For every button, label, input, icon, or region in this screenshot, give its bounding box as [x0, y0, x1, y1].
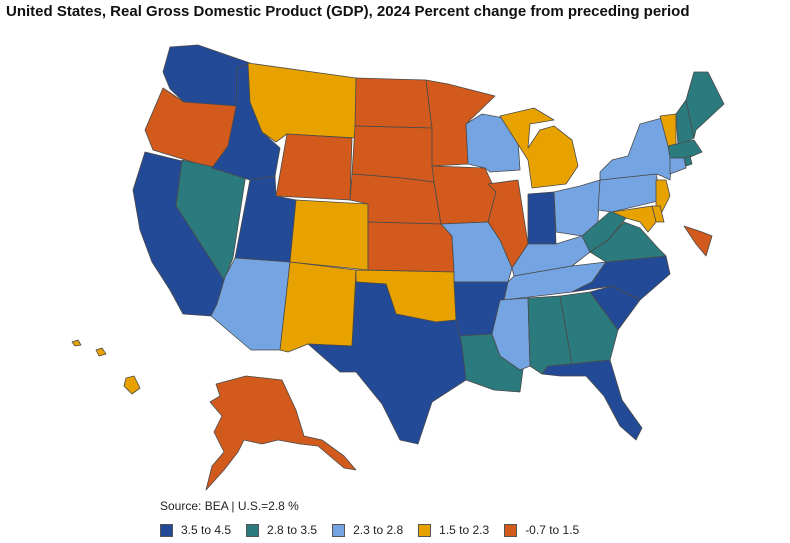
- state-MA[interactable]: [667, 139, 703, 159]
- state-IN[interactable]: [527, 191, 557, 253]
- legend: 3.5 to 4.5 2.8 to 3.5 2.3 to 2.8 1.5 to …: [160, 523, 594, 537]
- state-HI-maui[interactable]: [95, 347, 107, 357]
- legend-label: -0.7 to 1.5: [525, 523, 580, 537]
- legend-swatch: [504, 523, 518, 537]
- state-CT[interactable]: [669, 157, 687, 175]
- state-ND[interactable]: [354, 77, 433, 129]
- legend-swatch: [418, 523, 432, 537]
- legend-label: 1.5 to 2.3: [439, 523, 490, 537]
- state-MD[interactable]: [611, 205, 657, 233]
- map-title: United States, Real Gross Domestic Produ…: [6, 3, 690, 20]
- legend-swatch: [160, 523, 173, 537]
- state-WI[interactable]: [465, 113, 521, 173]
- state-TX[interactable]: [307, 281, 467, 445]
- state-DC[interactable]: [683, 225, 713, 257]
- source-note: Source: BEA | U.S.=2.8 %: [160, 499, 299, 513]
- legend-item[interactable]: 3.5 to 4.5: [160, 523, 231, 537]
- legend-item[interactable]: 2.8 to 3.5: [246, 523, 317, 537]
- legend-item[interactable]: 1.5 to 2.3: [418, 523, 489, 537]
- legend-swatch: [332, 523, 346, 537]
- state-FL[interactable]: [541, 359, 643, 441]
- state-AK[interactable]: [205, 375, 357, 491]
- legend-label: 3.5 to 4.5: [181, 523, 232, 537]
- legend-label: 2.8 to 3.5: [267, 523, 318, 537]
- state-WY[interactable]: [275, 133, 353, 201]
- state-HI[interactable]: [123, 375, 141, 395]
- legend-swatch: [246, 523, 260, 537]
- state-IL[interactable]: [487, 179, 529, 269]
- state-CO[interactable]: [289, 199, 369, 271]
- state-MT[interactable]: [247, 62, 358, 143]
- state-NY[interactable]: [599, 117, 673, 181]
- state-IA[interactable]: [431, 165, 497, 225]
- state-ME[interactable]: [685, 71, 725, 139]
- state-GA[interactable]: [559, 291, 619, 365]
- legend-item[interactable]: 2.3 to 2.8: [332, 523, 403, 537]
- state-SD[interactable]: [351, 125, 435, 183]
- state-NJ[interactable]: [655, 179, 671, 213]
- state-HI-kauai[interactable]: [71, 339, 82, 347]
- legend-label: 2.3 to 2.8: [353, 523, 404, 537]
- legend-item[interactable]: -0.7 to 1.5: [504, 523, 579, 537]
- state-NM[interactable]: [279, 261, 357, 353]
- state-KS[interactable]: [367, 221, 455, 273]
- state-MI[interactable]: [499, 107, 579, 189]
